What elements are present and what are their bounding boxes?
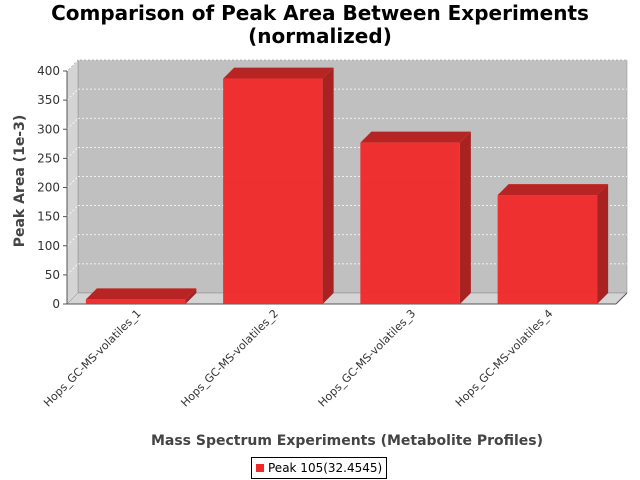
- bar-2: [223, 67, 334, 304]
- bar-top: [360, 131, 471, 143]
- y-tick-label: 200: [37, 181, 60, 195]
- bar-side: [185, 288, 197, 304]
- gridline-wall: [66, 88, 79, 101]
- bar-1: [85, 288, 197, 304]
- gridline-wall: [66, 176, 79, 188]
- bar-top: [85, 288, 197, 300]
- y-axis-title: Peak Area (1e-3): [12, 115, 28, 248]
- bar-side: [322, 67, 334, 304]
- bar-top: [223, 67, 334, 79]
- gridline-wall: [66, 205, 79, 217]
- bar-front: [85, 299, 186, 304]
- chart-title: Comparison of Peak Area Between Experime…: [0, 2, 640, 48]
- gridline-wall: [66, 234, 79, 247]
- x-tick-label: Hops_GC-MS-volatiles_2: [178, 307, 281, 410]
- x-tick-label: Hops_GC-MS-volatiles_3: [316, 307, 419, 410]
- bar-side: [597, 184, 609, 304]
- chart-title-line1: Comparison of Peak Area Between Experime…: [51, 1, 589, 25]
- x-tick-label: Hops_GC-MS-volatiles_1: [41, 307, 144, 410]
- x-tick-label: Hops_GC-MS-volatiles_4: [453, 307, 556, 410]
- y-tick-label: 100: [37, 239, 60, 253]
- legend-swatch: [256, 464, 264, 472]
- y-tick-label: 0: [52, 297, 60, 311]
- y-tick-label: 300: [37, 122, 60, 136]
- y-tick-label: 250: [37, 151, 60, 165]
- bar-3: [360, 131, 471, 304]
- plot-left-wall: [66, 59, 79, 305]
- bar-front: [497, 195, 598, 304]
- gridline-wall: [66, 263, 79, 276]
- legend: Peak 105(32.4545): [251, 457, 388, 479]
- y-tick-label: 350: [37, 93, 60, 107]
- bar-side: [459, 131, 471, 304]
- gridline-wall: [66, 117, 79, 130]
- x-axis-edge: [615, 292, 628, 305]
- legend-label: Peak 105(32.4545): [268, 461, 383, 475]
- bar-front: [223, 78, 323, 304]
- bar-top: [497, 184, 609, 196]
- gridline-wall: [66, 147, 79, 159]
- y-tick-label: 400: [37, 64, 60, 78]
- y-tick-label: 150: [37, 210, 60, 224]
- x-axis-title: Mass Spectrum Experiments (Metabolite Pr…: [151, 433, 543, 449]
- chart-subtitle: (normalized): [248, 24, 392, 48]
- y-tick-label: 50: [45, 268, 60, 282]
- bar-front: [360, 142, 460, 304]
- bar-4: [497, 184, 609, 304]
- gridline-wall: [66, 59, 79, 72]
